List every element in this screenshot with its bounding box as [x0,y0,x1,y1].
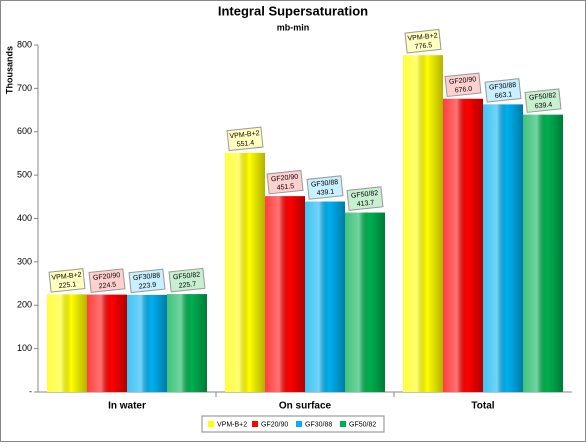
data-label-name: GF50/82 [173,272,201,282]
y-tick-label: 200 [17,300,32,310]
data-label-box [444,72,482,98]
data-label-name: GF30/88 [311,179,339,189]
data-label-box [266,169,304,195]
bar-shade [167,294,207,392]
data-label: 451.5 [276,183,294,192]
data-label-name: GF50/82 [351,190,379,200]
data-label-box [524,88,562,113]
data-label-box [484,78,522,103]
y-tick-label: 400 [17,213,32,223]
chart-title: Integral Supersaturation [218,3,368,18]
data-label-name: GF50/82 [529,92,557,102]
bar-shade [265,196,305,392]
legend-swatch [252,421,258,427]
data-label-box [88,268,126,293]
x-tick-label: Total [471,401,494,412]
bar-shade [483,104,523,393]
data-label-name: VPM-B+2 [51,272,82,282]
y-tick-label: 500 [17,170,32,180]
data-label: 676.0 [454,86,472,95]
legend-label: GF50/82 [349,421,376,428]
legend-box [201,415,385,433]
x-tick-label: In water [108,401,146,412]
bar-shade [47,294,87,392]
legend-swatch [296,421,302,427]
y-tick-label: 300 [17,256,32,266]
data-label: 551.4 [236,140,254,149]
bar-shade [305,201,345,392]
data-label: 413.7 [356,199,374,208]
legend-swatch [208,421,214,427]
data-label: 224.5 [98,282,116,291]
data-label: 225.1 [58,281,76,290]
data-label-box [128,268,166,294]
chart-subtitle: mb-min [277,22,310,32]
data-label-box [226,126,264,152]
data-label: 776.5 [414,42,432,51]
data-label-box [306,175,344,200]
data-label-name: GF20/90 [271,174,299,184]
bar-shade [523,114,563,392]
data-label-box [48,268,86,293]
data-label: 639.4 [534,102,552,111]
legend-label: GF30/88 [305,421,332,428]
bar-shade [87,294,127,392]
bar-shade [443,98,483,392]
y-tick-label: 800 [17,39,32,49]
data-label: 225.7 [178,281,196,290]
y-tick-label: - [29,386,32,396]
data-label: 223.9 [138,282,156,291]
y-tick-label: 600 [17,126,32,136]
y-axis-label: Thousands [4,46,14,94]
data-label-box [346,186,384,211]
y-tick-label: 100 [17,343,32,353]
data-label-name: VPM-B+2 [407,32,438,42]
legend-label: VPM-B+2 [217,421,247,428]
data-label-name: VPM-B+2 [229,130,260,140]
y-tick-label: 700 [17,83,32,93]
x-tick-label: On surface [279,401,332,412]
legend-label: GF20/90 [261,421,288,428]
data-label-name: GF30/88 [133,272,161,282]
data-label-box [168,267,206,293]
data-label: 663.1 [494,91,512,100]
data-label-box [404,28,442,54]
bar-shade [225,152,265,392]
legend-swatch [340,421,346,427]
bar-shade [403,55,443,393]
data-label-name: GF30/88 [489,82,517,92]
bar-shade [345,212,385,392]
data-label-name: GF20/90 [93,272,121,282]
data-label: 439.1 [316,188,334,197]
data-label-name: GF20/90 [449,76,477,86]
bar-shade [127,294,167,392]
